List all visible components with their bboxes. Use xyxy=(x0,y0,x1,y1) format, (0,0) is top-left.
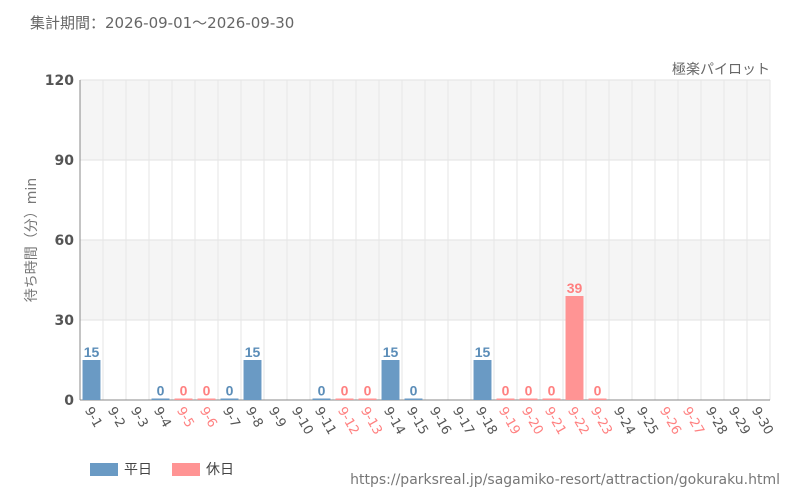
x-tick-label-9-2: 9-2 xyxy=(104,405,128,431)
x-tick-label-9-5: 9-5 xyxy=(173,405,197,431)
bar-9-19[interactable] xyxy=(496,398,515,401)
x-tick-label-9-8: 9-8 xyxy=(242,405,266,431)
legend-swatch-weekday xyxy=(90,462,118,476)
y-tick-labels: 0 30 60 90 120 xyxy=(45,73,74,409)
period-label: 集計期間：2026-09-01～2026-09-30 xyxy=(30,14,295,32)
x-tick-label-9-26: 9-26 xyxy=(656,405,684,438)
legend-item-weekday[interactable]: 平日 xyxy=(90,459,152,479)
data-label-9-18: 15 xyxy=(475,344,491,360)
x-tick-label-9-21: 9-21 xyxy=(541,405,569,438)
data-label-9-15: 0 xyxy=(410,383,418,399)
bar-9-14[interactable] xyxy=(381,360,400,400)
x-tick-label-9-14: 9-14 xyxy=(380,405,408,438)
x-tick-label-9-4: 9-4 xyxy=(150,405,174,431)
legend: 平日 休日 xyxy=(90,459,234,479)
data-label-9-11: 0 xyxy=(318,383,326,399)
y-tick-label: 30 xyxy=(55,313,75,329)
x-tick-label-9-27: 9-27 xyxy=(679,405,707,438)
bar-9-11[interactable] xyxy=(312,398,331,401)
data-label-9-22: 39 xyxy=(567,280,583,296)
data-label-9-19: 0 xyxy=(502,383,510,399)
bar-9-22[interactable] xyxy=(565,296,584,400)
data-label-9-8: 15 xyxy=(245,344,261,360)
data-label-9-13: 0 xyxy=(364,383,372,399)
x-tick-label-9-11: 9-11 xyxy=(311,405,339,438)
x-tick-label-9-19: 9-19 xyxy=(495,405,523,438)
data-label-9-12: 0 xyxy=(341,383,349,399)
x-tick-labels: 9-1 9-2 9-3 9-4 9-5 9-6 9-7 9-8 9-9 9-109-119-129… xyxy=(81,405,776,438)
bar-9-13[interactable] xyxy=(358,398,377,401)
x-tick-label-9-10: 9-10 xyxy=(288,405,316,438)
bar-9-23[interactable] xyxy=(588,398,607,401)
x-tick-label-9-6: 9-6 xyxy=(196,405,220,431)
x-tick-label-9-12: 9-12 xyxy=(334,405,362,438)
data-label-9-14: 15 xyxy=(383,344,399,360)
bar-9-15[interactable] xyxy=(404,398,423,401)
x-tick-label-9-13: 9-13 xyxy=(357,405,385,438)
bar-9-18[interactable] xyxy=(473,360,492,400)
x-tick-label-9-29: 9-29 xyxy=(725,405,753,438)
data-label-9-21: 0 xyxy=(548,383,556,399)
x-tick-label-9-1: 9-1 xyxy=(81,405,105,431)
x-tick-label-9-16: 9-16 xyxy=(426,405,454,438)
data-label-9-23: 0 xyxy=(594,383,602,399)
bar-9-4[interactable] xyxy=(151,398,170,401)
x-tick-label-9-28: 9-28 xyxy=(702,405,730,438)
y-axis-label: 待ち時間（分）min xyxy=(24,178,40,302)
x-tick-label-9-3: 9-3 xyxy=(127,405,151,431)
y-tick-label: 90 xyxy=(55,153,75,169)
x-tick-label-9-30: 9-30 xyxy=(748,405,776,438)
attraction-name: 極楽パイロット xyxy=(672,62,770,78)
x-tick-label-9-24: 9-24 xyxy=(610,405,638,438)
bar-9-20[interactable] xyxy=(519,398,538,401)
x-tick-label-9-7: 9-7 xyxy=(219,405,243,431)
x-tick-label-9-9: 9-9 xyxy=(265,405,289,431)
legend-label-holiday: 休日 xyxy=(206,462,234,478)
x-tick-label-9-15: 9-15 xyxy=(403,405,431,438)
bar-9-21[interactable] xyxy=(542,398,561,401)
bar-9-7[interactable] xyxy=(220,398,239,401)
x-tick-label-9-22: 9-22 xyxy=(564,405,592,438)
bar-9-12[interactable] xyxy=(335,398,354,401)
grid-lines xyxy=(79,79,771,401)
y-tick-label: 120 xyxy=(45,73,74,89)
data-label-9-1: 15 xyxy=(84,344,100,360)
data-label-9-6: 0 xyxy=(203,383,211,399)
data-label-9-4: 0 xyxy=(157,383,165,399)
legend-item-holiday[interactable]: 休日 xyxy=(172,459,234,479)
legend-swatch-holiday xyxy=(172,462,200,476)
x-tick-label-9-18: 9-18 xyxy=(472,405,500,438)
bar-9-1[interactable] xyxy=(82,360,101,400)
bar-9-6[interactable] xyxy=(197,398,216,401)
x-tick-label-9-20: 9-20 xyxy=(518,405,546,438)
data-label-9-20: 0 xyxy=(525,383,533,399)
bar-9-5[interactable] xyxy=(174,398,193,401)
data-label-9-5: 0 xyxy=(180,383,188,399)
y-tick-label: 60 xyxy=(55,233,75,249)
bars xyxy=(82,296,607,401)
x-tick-label-9-23: 9-23 xyxy=(587,405,615,438)
source-url[interactable]: https://parksreal.jp/sagamiko-resort/att… xyxy=(350,472,780,488)
bar-9-8[interactable] xyxy=(243,360,262,400)
x-tick-label-9-25: 9-25 xyxy=(633,405,661,438)
legend-label-weekday: 平日 xyxy=(124,462,152,478)
y-tick-label: 0 xyxy=(64,393,74,409)
axes xyxy=(79,80,770,401)
data-label-9-7: 0 xyxy=(226,383,234,399)
x-tick-label-9-17: 9-17 xyxy=(449,405,477,438)
